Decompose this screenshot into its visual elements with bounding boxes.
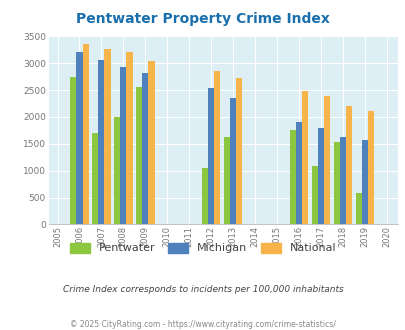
Bar bbox=[136, 87, 142, 224]
Bar bbox=[126, 52, 132, 224]
Bar bbox=[323, 96, 329, 224]
Bar bbox=[82, 44, 88, 224]
Bar bbox=[208, 88, 214, 224]
Bar bbox=[301, 91, 307, 224]
Bar bbox=[92, 133, 98, 224]
Bar bbox=[317, 128, 323, 224]
Bar bbox=[202, 168, 208, 224]
Bar bbox=[355, 193, 361, 224]
Bar bbox=[361, 140, 367, 224]
Text: Pentwater Property Crime Index: Pentwater Property Crime Index bbox=[76, 12, 329, 25]
Legend: Pentwater, Michigan, National: Pentwater, Michigan, National bbox=[65, 238, 340, 258]
Bar bbox=[339, 137, 345, 224]
Bar bbox=[333, 142, 339, 224]
Bar bbox=[120, 67, 126, 224]
Bar bbox=[224, 137, 230, 224]
Bar bbox=[289, 130, 295, 224]
Bar bbox=[142, 73, 148, 224]
Bar bbox=[236, 78, 242, 224]
Text: © 2025 CityRating.com - https://www.cityrating.com/crime-statistics/: © 2025 CityRating.com - https://www.city… bbox=[70, 320, 335, 329]
Bar bbox=[98, 60, 104, 224]
Text: Crime Index corresponds to incidents per 100,000 inhabitants: Crime Index corresponds to incidents per… bbox=[62, 285, 343, 294]
Bar bbox=[148, 61, 154, 224]
Bar bbox=[70, 77, 76, 224]
Bar bbox=[295, 122, 301, 224]
Bar bbox=[230, 98, 236, 224]
Bar bbox=[367, 111, 373, 224]
Bar bbox=[311, 166, 317, 224]
Bar bbox=[104, 49, 111, 224]
Bar bbox=[76, 52, 82, 224]
Bar bbox=[214, 71, 220, 224]
Bar bbox=[114, 117, 120, 224]
Bar bbox=[345, 106, 351, 224]
